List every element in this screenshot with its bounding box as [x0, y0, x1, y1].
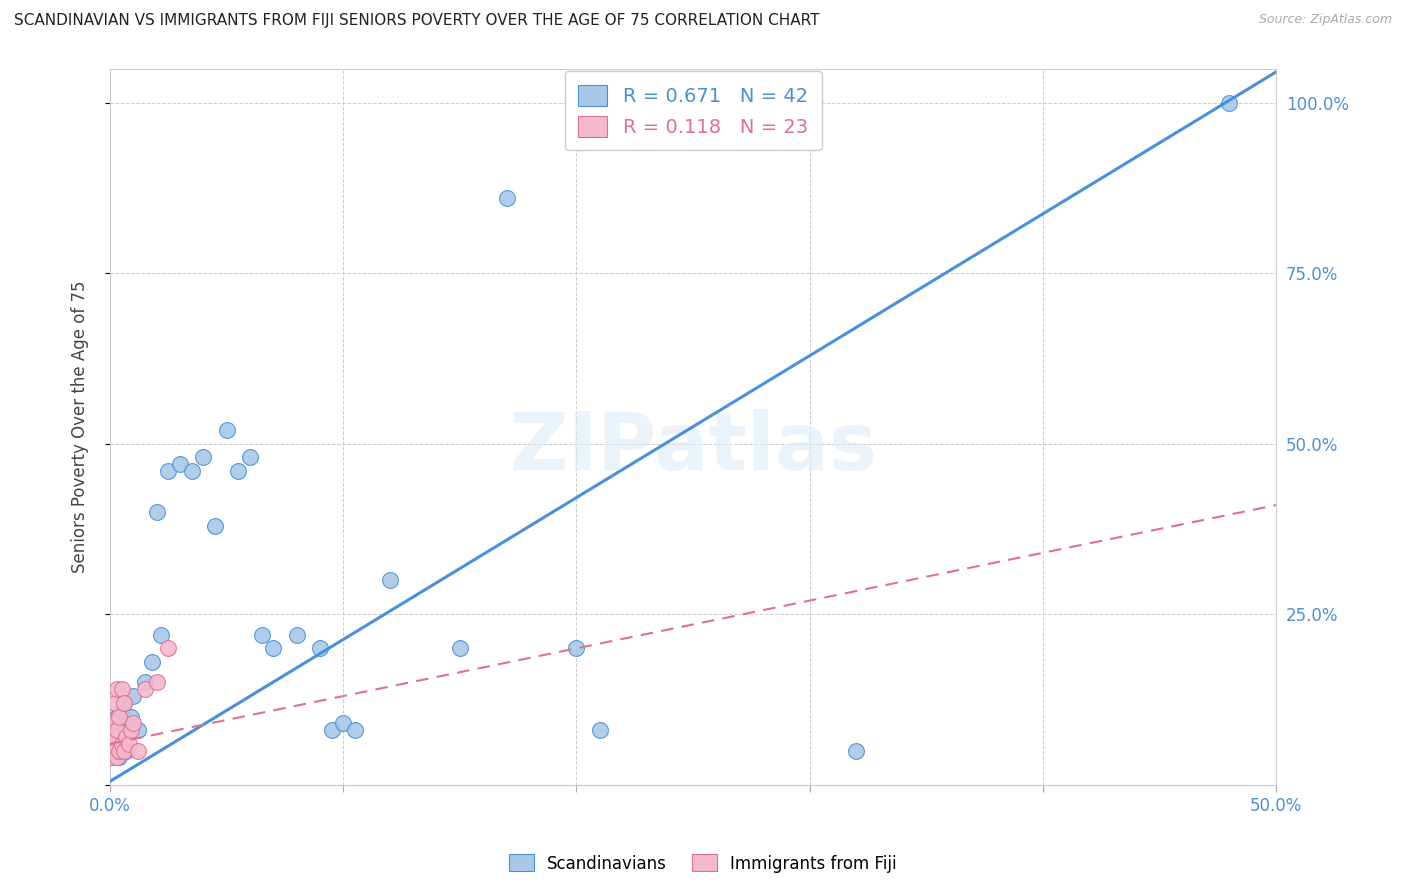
Point	[449, 641, 471, 656]
Point	[108, 750, 131, 764]
Point	[120, 723, 142, 738]
Point	[193, 450, 215, 465]
Point	[122, 716, 145, 731]
Point	[108, 709, 131, 723]
Point	[104, 730, 127, 744]
Point	[145, 675, 167, 690]
Point	[157, 641, 180, 656]
Point	[141, 655, 163, 669]
Point	[180, 464, 202, 478]
Point	[845, 744, 868, 758]
Point	[108, 744, 131, 758]
Point	[115, 730, 138, 744]
Point	[118, 737, 141, 751]
Point	[108, 716, 131, 731]
Point	[321, 723, 343, 738]
Point	[105, 682, 128, 697]
Point	[169, 457, 191, 471]
Point	[134, 675, 156, 690]
Text: Source: ZipAtlas.com: Source: ZipAtlas.com	[1258, 13, 1392, 27]
Point	[115, 744, 138, 758]
Point	[262, 641, 284, 656]
Point	[111, 703, 134, 717]
Point	[134, 682, 156, 697]
Point	[104, 744, 127, 758]
Point	[112, 744, 135, 758]
Text: ZIPatlas: ZIPatlas	[509, 409, 877, 487]
Point	[145, 505, 167, 519]
Point	[378, 573, 401, 587]
Point	[120, 709, 142, 723]
Point	[111, 737, 134, 751]
Point	[112, 730, 135, 744]
Point	[101, 750, 124, 764]
Point	[111, 737, 134, 751]
Point	[101, 750, 124, 764]
Text: SCANDINAVIAN VS IMMIGRANTS FROM FIJI SENIORS POVERTY OVER THE AGE OF 75 CORRELAT: SCANDINAVIAN VS IMMIGRANTS FROM FIJI SEN…	[14, 13, 820, 29]
Point	[122, 689, 145, 703]
Point	[104, 696, 127, 710]
Point	[589, 723, 612, 738]
Point	[111, 682, 134, 697]
Y-axis label: Seniors Poverty Over the Age of 75: Seniors Poverty Over the Age of 75	[72, 280, 89, 573]
Point	[105, 723, 128, 738]
Point	[101, 716, 124, 731]
Point	[343, 723, 366, 738]
Point	[127, 744, 149, 758]
Point	[112, 696, 135, 710]
Point	[1218, 95, 1240, 110]
Point	[150, 628, 173, 642]
Point	[204, 518, 226, 533]
Legend: R = 0.671   N = 42, R = 0.118   N = 23: R = 0.671 N = 42, R = 0.118 N = 23	[565, 71, 821, 151]
Point	[104, 744, 127, 758]
Point	[105, 737, 128, 751]
Point	[215, 423, 238, 437]
Point	[285, 628, 308, 642]
Point	[228, 464, 250, 478]
Point	[127, 723, 149, 738]
Point	[112, 696, 135, 710]
Point	[239, 450, 262, 465]
Point	[495, 191, 517, 205]
Point	[157, 464, 180, 478]
Legend: Scandinavians, Immigrants from Fiji: Scandinavians, Immigrants from Fiji	[502, 847, 904, 880]
Point	[250, 628, 273, 642]
Point	[309, 641, 332, 656]
Point	[118, 723, 141, 738]
Point	[105, 750, 128, 764]
Point	[565, 641, 588, 656]
Point	[332, 716, 354, 731]
Point	[105, 709, 128, 723]
Point	[104, 723, 127, 738]
Point	[101, 737, 124, 751]
